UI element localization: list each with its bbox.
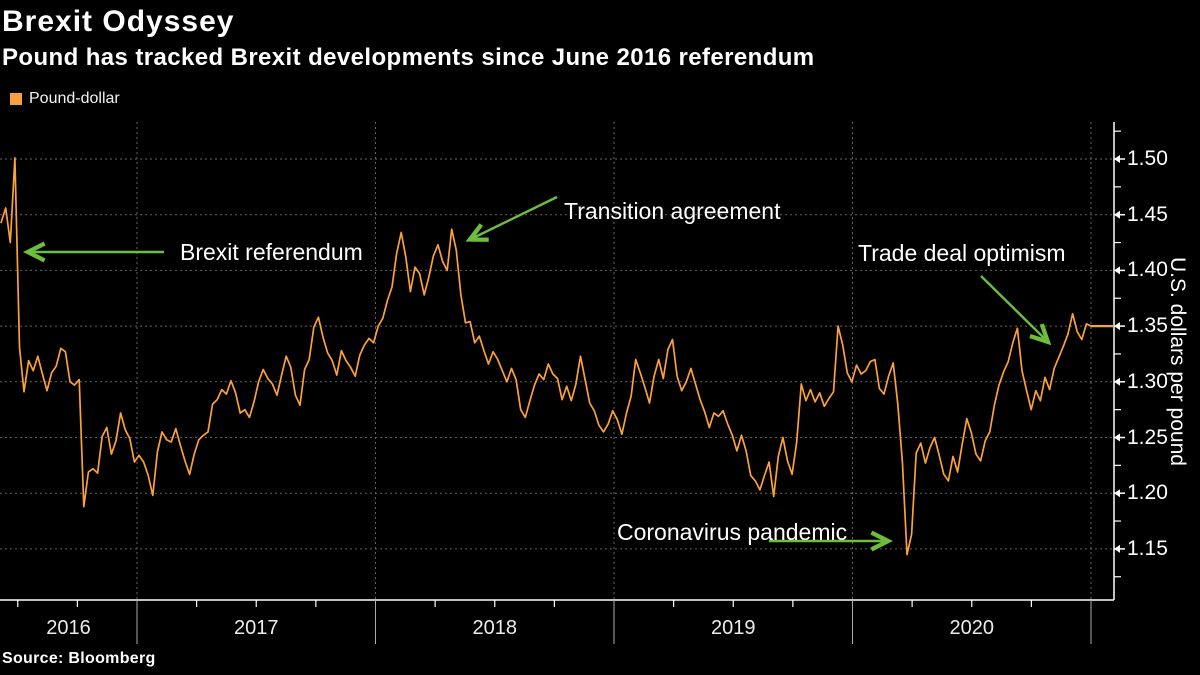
- chart-title: Brexit Odyssey: [2, 5, 235, 38]
- annotation-trade-deal-optimism: Trade deal optimism: [858, 240, 1066, 266]
- legend-label: Pound-dollar: [29, 90, 120, 107]
- legend-swatch-icon: [10, 93, 22, 105]
- y-tick-label: 1.25: [1127, 425, 1168, 449]
- x-tick-label: 2020: [949, 617, 995, 639]
- y-tick-label: 1.40: [1127, 258, 1168, 282]
- y-tick-label: 1.45: [1127, 202, 1168, 226]
- y-tick-label: 1.35: [1127, 314, 1168, 338]
- annotation-brexit-referendum: Brexit referendum: [180, 239, 363, 265]
- x-tick-label: 2016: [46, 617, 91, 639]
- annotation-coronavirus-pandemic: Coronavirus pandemic: [617, 519, 848, 545]
- y-tick-label: 1.20: [1127, 481, 1168, 505]
- source-credit: Source: Bloomberg: [2, 650, 156, 667]
- y-tick-label: 1.15: [1127, 536, 1168, 560]
- x-tick-label: 2019: [711, 617, 756, 639]
- y-axis-title: U.S. dollars per pound: [1166, 256, 1189, 466]
- x-tick-label: 2018: [472, 617, 518, 639]
- legend: Pound-dollar: [10, 90, 120, 108]
- y-axis-title-box: U.S. dollars per pound: [1160, 122, 1194, 600]
- y-tick-label: 1.50: [1127, 147, 1168, 170]
- y-tick-label: 1.30: [1127, 369, 1168, 393]
- x-tick-label: 2017: [234, 617, 279, 639]
- chart-subtitle: Pound has tracked Brexit developments si…: [2, 44, 815, 71]
- annotation-transition-agreement: Transition agreement: [564, 198, 781, 224]
